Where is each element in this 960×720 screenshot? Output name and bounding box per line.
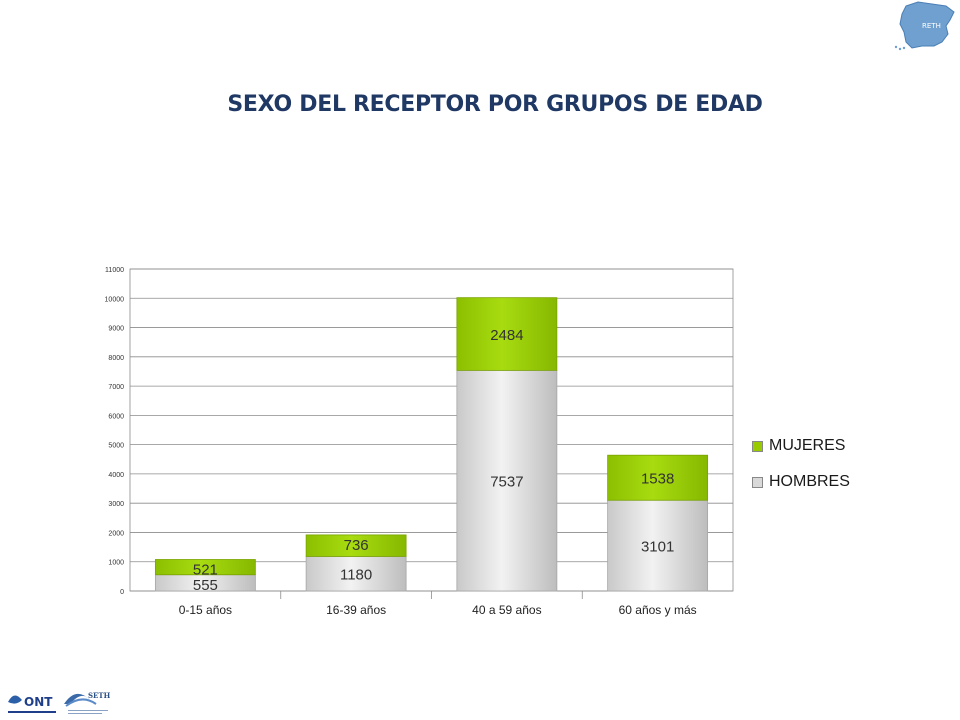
data-label-mujeres: 736: [344, 537, 369, 554]
y-tick-label: 7000: [108, 384, 124, 391]
y-tick-label: 6000: [108, 413, 124, 420]
x-tick-label: 0-15 años: [179, 603, 232, 617]
legend-label-mujeres: MUJERES: [769, 437, 846, 454]
bars: [154, 297, 709, 592]
seth-logo: SETH: [64, 691, 111, 714]
seth-label: SETH: [88, 691, 111, 700]
data-label-mujeres: 2484: [490, 327, 523, 344]
bar-mujeres-3: [607, 454, 709, 501]
y-tick-label: 11000: [105, 267, 124, 274]
bar-mujeres-0: [154, 559, 256, 576]
ont-logo: ONT: [8, 695, 56, 713]
y-tick-label: 5000: [108, 443, 124, 450]
bar-mujeres-2: [456, 297, 558, 371]
y-tick-label: 0: [120, 589, 124, 596]
bar-mujeres-1: [305, 534, 407, 557]
data-label-mujeres: 1538: [641, 471, 674, 488]
y-tick-label: 1000: [108, 560, 124, 567]
legend-swatch-hombres: [752, 476, 763, 488]
map-label: RETH: [922, 22, 941, 30]
x-axis-tick-labels: 0-15 años 16-39 años 40 a 59 años 60 años y…: [179, 603, 697, 617]
data-label-mujeres: 521: [193, 562, 218, 579]
data-label-hombres: 1180: [340, 567, 372, 584]
data-label-hombres: 555: [193, 577, 218, 594]
bar-hombres-1: [305, 556, 407, 592]
bar-hombres-3: [607, 499, 709, 592]
chart-title: SEXO DEL RECEPTOR POR GRUPOS DE EDAD: [227, 92, 763, 117]
y-tick-label: 9000: [108, 326, 124, 333]
data-label-hombres: 7537: [490, 474, 523, 491]
data-label-hombres: 3101: [641, 539, 674, 556]
spain-map-logo: RETH: [894, 1, 955, 51]
x-tick-label: 40 a 59 años: [472, 603, 541, 617]
y-tick-label: 2000: [108, 530, 124, 537]
legend-swatch-mujeres: [752, 440, 763, 452]
x-tick-label: 16-39 años: [326, 603, 386, 617]
y-tick-label: 8000: [108, 355, 124, 362]
legend: MUJERES HOMBRES: [752, 436, 850, 508]
legend-item-mujeres: MUJERES: [752, 436, 850, 456]
legend-item-hombres: HOMBRES: [752, 472, 850, 492]
y-axis-tick-labels: 0 1000 2000 3000 4000 5000 6000 7000 8000 9000 100…: [105, 267, 125, 596]
bar-hombres-2: [456, 369, 558, 592]
legend-label-hombres: HOMBRES: [769, 473, 850, 490]
y-tick-label: 4000: [108, 472, 124, 479]
ont-label: ONT: [24, 695, 53, 709]
y-tick-label: 10000: [105, 296, 125, 303]
y-tick-label: 3000: [108, 501, 124, 508]
x-tick-label: 60 años y más: [619, 603, 697, 617]
